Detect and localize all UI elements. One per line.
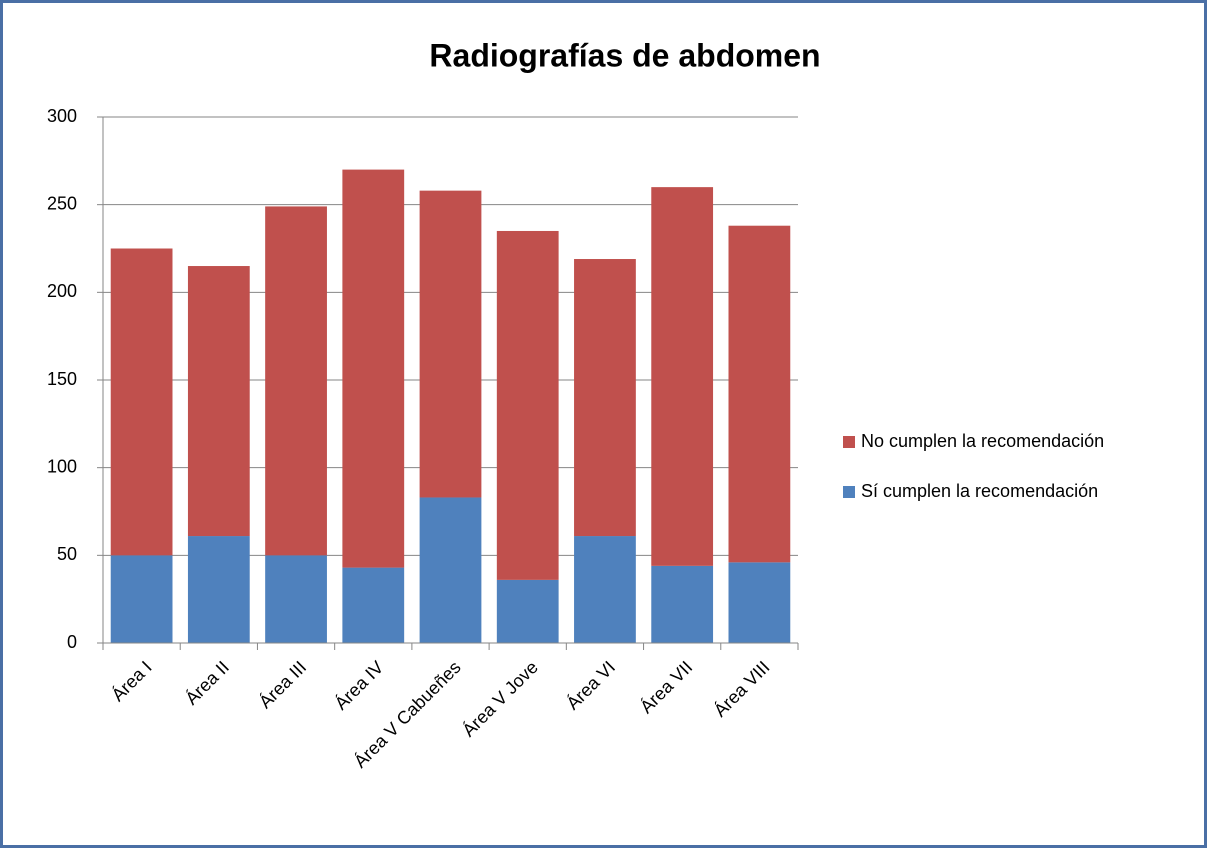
y-tick-label: 0 — [67, 632, 77, 652]
y-tick-label: 300 — [47, 106, 77, 126]
bar-segment — [110, 248, 173, 556]
legend-label: Sí cumplen la recomendación — [861, 481, 1098, 501]
y-tick-label: 100 — [47, 456, 77, 476]
bar-segment — [496, 230, 559, 580]
y-tick-label: 150 — [47, 369, 77, 389]
y-tick-label: 200 — [47, 281, 77, 301]
bar-segment — [187, 536, 250, 643]
bar-segment — [187, 266, 250, 537]
chart-title: Radiografías de abdomen — [429, 37, 820, 73]
bar-segment — [342, 567, 405, 643]
bar-segment — [265, 206, 327, 556]
bar-segment — [728, 562, 791, 643]
bar-segment — [574, 536, 636, 643]
bar-segment — [110, 555, 173, 643]
bar-segment — [265, 555, 327, 643]
bar-segment — [728, 225, 791, 563]
y-tick-label: 50 — [57, 544, 77, 564]
y-tick-label: 250 — [47, 193, 77, 213]
bar-segment — [574, 259, 636, 537]
bar-segment — [651, 565, 714, 643]
legend-swatch — [843, 486, 855, 498]
bar-segment — [651, 187, 714, 566]
bar-segment — [419, 190, 482, 498]
legend-label: No cumplen la recomendación — [861, 431, 1104, 451]
bar-segment — [496, 579, 559, 643]
legend-swatch — [843, 436, 855, 448]
bar-segment — [342, 169, 405, 568]
bar-segment — [419, 497, 482, 643]
